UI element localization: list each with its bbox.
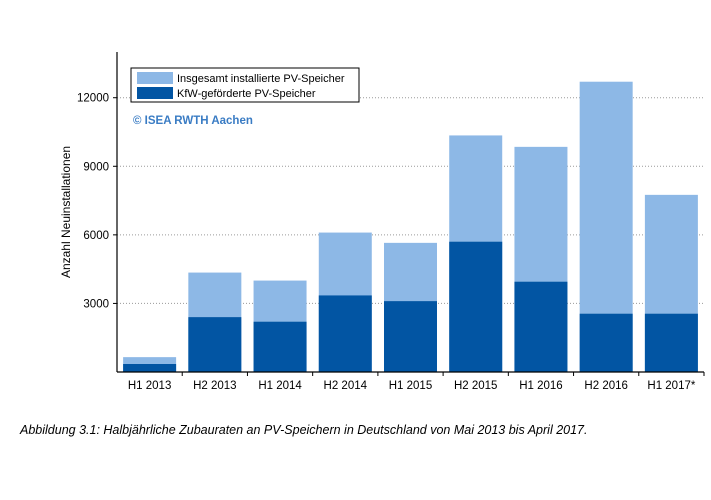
- x-tick-label-5: H2 2015: [454, 380, 497, 392]
- x-tick-label-2: H1 2014: [258, 380, 302, 392]
- x-tick-label-3: H2 2014: [324, 380, 368, 392]
- bar-kfw-7: [579, 313, 633, 372]
- bar-kfw-4: [384, 301, 437, 372]
- y-tick-label-6000: 6000: [83, 230, 109, 242]
- bar-kfw-2: [253, 321, 307, 372]
- copyright-annotation: © ISEA RWTH Aachen: [133, 115, 253, 127]
- bar-chart: 3000 6000 9000 12000 H1 2013 H2 2013 H1 2014 H2…: [59, 52, 705, 392]
- y-tick-label-3000: 3000: [83, 298, 109, 310]
- x-tick-label-8: H1 2017*: [647, 380, 695, 392]
- y-axis-label: Anzahl Neuinstallationen: [59, 146, 73, 278]
- x-tick-label-7: H2 2016: [584, 380, 627, 392]
- y-tick-label-12000: 12000: [77, 93, 109, 105]
- bar-kfw-6: [514, 281, 568, 372]
- x-tick-label-1: H2 2013: [193, 380, 236, 392]
- legend-label-1: KfW-geförderte PV-Speicher: [177, 88, 316, 100]
- legend-label-0: Insgesamt installierte PV-Speicher: [177, 73, 345, 85]
- x-tick-label-0: H1 2013: [128, 380, 171, 392]
- legend-swatch-1: [137, 87, 173, 99]
- y-tick-label-9000: 9000: [83, 161, 109, 173]
- bar-kfw-8: [644, 313, 698, 372]
- bar-kfw-5: [449, 241, 503, 372]
- x-tick-label-6: H1 2016: [519, 380, 562, 392]
- bar-kfw-0: [123, 364, 177, 372]
- legend-swatch-0: [137, 72, 173, 84]
- bar-kfw-1: [188, 317, 242, 372]
- x-tick-label-4: H1 2015: [389, 380, 432, 392]
- figure-caption: Abbildung 3.1: Halbjährliche Zubauraten …: [20, 423, 588, 437]
- bar-kfw-3: [318, 295, 372, 372]
